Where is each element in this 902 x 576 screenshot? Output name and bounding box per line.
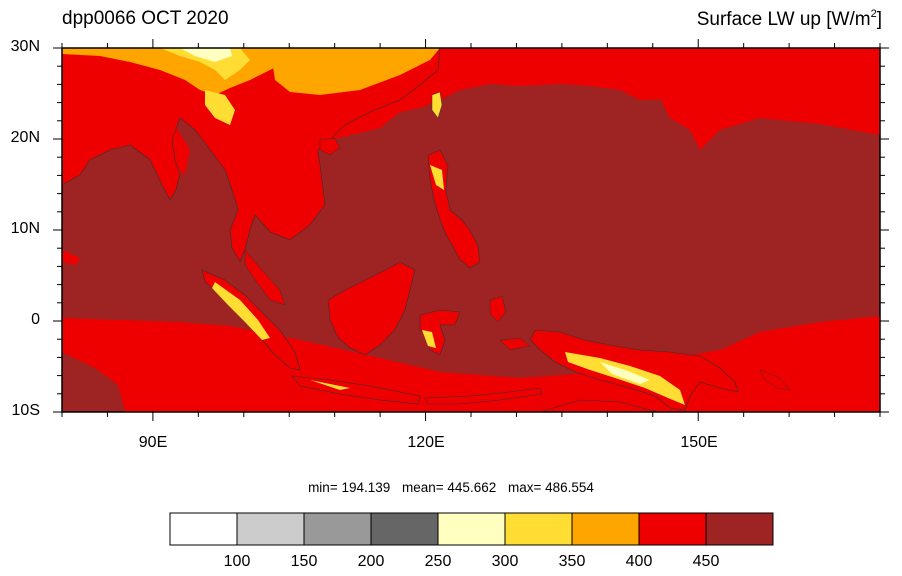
lon-label-120e: 120E xyxy=(407,434,445,451)
colorbar-box-8 xyxy=(705,512,774,546)
colorbar-box-2 xyxy=(303,512,372,546)
variable-title: Surface LW up [W/m2] xyxy=(696,8,882,30)
plot-title: dpp0066 OCT 2020 xyxy=(62,8,229,29)
colorbar-box-1 xyxy=(236,512,305,546)
lat-label-30n: 30N xyxy=(10,38,40,55)
colorbar-label: 450 xyxy=(692,553,720,570)
mean-value: mean= 445.662 xyxy=(402,480,497,495)
colorbar-box-3 xyxy=(370,512,439,546)
colorbar-label: 300 xyxy=(491,553,519,570)
lat-label-0: 0 xyxy=(31,311,40,328)
lat-label-20n: 20N xyxy=(10,129,40,146)
asia-mainland xyxy=(62,48,441,263)
lat-label-10n: 10N xyxy=(10,220,40,237)
colorbar-box-5 xyxy=(504,512,573,546)
min-value: min= 194.139 xyxy=(308,480,391,495)
colorbar-label: 200 xyxy=(357,553,385,570)
colorbar-label: 350 xyxy=(558,553,586,570)
colorbar-box-0 xyxy=(169,512,238,546)
colorbar-label: 150 xyxy=(290,553,318,570)
field-statistics: min= 194.139 mean= 445.662 max= 486.554 xyxy=(0,480,902,495)
colorbar xyxy=(169,512,774,546)
colorbar-label: 250 xyxy=(424,553,452,570)
colorbar-label: 100 xyxy=(223,553,251,570)
lon-label-150e: 150E xyxy=(680,434,718,451)
colorbar-box-6 xyxy=(571,512,640,546)
lon-label-90e: 90E xyxy=(138,434,168,451)
colorbar-box-4 xyxy=(437,512,506,546)
axis-ticks xyxy=(53,39,889,421)
lat-label-10s: 10S xyxy=(11,402,40,419)
max-value: max= 486.554 xyxy=(508,480,594,495)
borneo xyxy=(327,261,416,356)
colorbar-label: 400 xyxy=(625,553,653,570)
colorbar-box-7 xyxy=(638,512,707,546)
map-field xyxy=(62,48,880,412)
